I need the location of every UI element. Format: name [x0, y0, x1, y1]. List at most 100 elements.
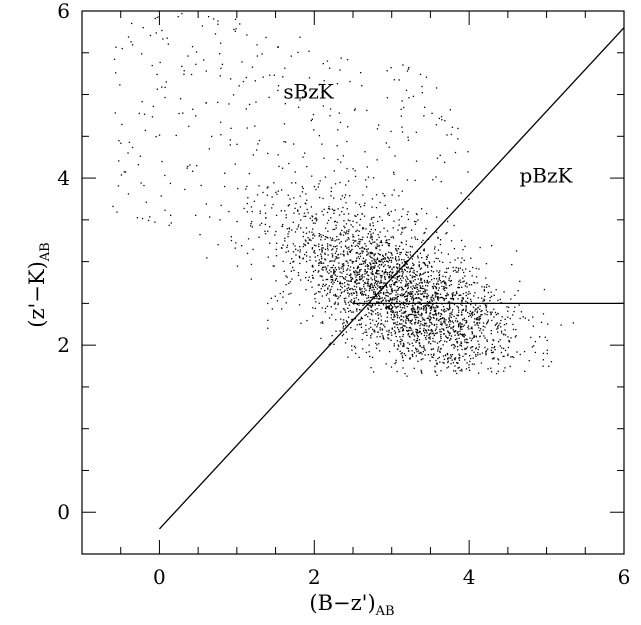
data-point	[336, 277, 338, 280]
data-point	[356, 244, 358, 246]
data-point	[365, 351, 368, 354]
data-point	[398, 256, 400, 258]
data-point	[387, 292, 389, 294]
data-point	[397, 305, 399, 307]
data-point	[373, 284, 375, 287]
data-point	[340, 292, 342, 294]
data-point	[391, 268, 393, 271]
data-point	[308, 77, 311, 79]
data-point	[390, 253, 393, 255]
data-point	[457, 298, 459, 300]
data-point	[514, 336, 516, 338]
data-point	[367, 233, 369, 235]
data-point	[396, 285, 398, 288]
data-point	[453, 315, 455, 318]
data-point	[366, 300, 368, 302]
data-point	[360, 72, 362, 74]
data-point	[376, 245, 378, 247]
data-point	[383, 338, 385, 340]
data-point	[339, 295, 342, 297]
data-point	[379, 249, 381, 251]
data-point	[401, 275, 403, 277]
data-point	[311, 118, 313, 120]
data-point	[357, 282, 359, 284]
data-point	[406, 299, 408, 301]
data-point	[393, 299, 396, 301]
data-point	[306, 255, 308, 257]
data-point	[434, 309, 436, 311]
data-point	[440, 318, 442, 320]
data-point	[239, 23, 241, 25]
data-point	[195, 63, 197, 65]
data-point	[378, 270, 380, 272]
data-point	[384, 264, 386, 266]
data-point	[508, 340, 510, 342]
data-point	[440, 331, 442, 333]
data-point	[475, 319, 478, 321]
data-point	[406, 375, 408, 377]
data-point	[346, 251, 349, 253]
data-point	[209, 216, 211, 218]
data-point	[378, 244, 380, 247]
data-point	[429, 316, 431, 318]
x-tick-label: 0	[153, 565, 166, 589]
data-point	[350, 299, 353, 301]
data-point	[318, 84, 320, 86]
data-point	[416, 348, 418, 350]
data-point	[376, 344, 378, 346]
data-point	[369, 263, 372, 265]
data-point	[381, 219, 383, 221]
data-point	[444, 340, 446, 342]
data-point	[385, 308, 387, 310]
data-point	[414, 335, 416, 337]
data-point	[460, 314, 463, 316]
data-point	[385, 292, 387, 294]
data-point	[406, 290, 408, 292]
data-point	[401, 326, 403, 328]
data-point	[264, 233, 267, 235]
data-point	[550, 361, 553, 363]
data-point	[417, 313, 419, 315]
data-point	[427, 295, 430, 297]
data-point	[205, 70, 207, 72]
data-point	[343, 255, 345, 257]
data-point	[462, 355, 464, 357]
data-point	[387, 299, 389, 302]
data-point	[405, 315, 407, 317]
data-point	[404, 325, 406, 327]
data-point	[420, 277, 422, 280]
data-point	[362, 227, 364, 229]
data-point	[396, 297, 398, 299]
data-point	[458, 280, 460, 283]
data-point	[383, 265, 385, 267]
data-point	[475, 347, 477, 349]
data-point	[313, 250, 316, 252]
data-point	[435, 359, 437, 362]
data-point	[387, 212, 390, 214]
data-point	[501, 316, 503, 318]
data-point	[320, 288, 322, 290]
data-point	[346, 59, 349, 61]
data-point	[503, 370, 505, 372]
data-point	[359, 277, 361, 279]
data-point	[344, 245, 347, 247]
data-point	[418, 261, 420, 263]
data-point	[426, 293, 428, 295]
data-point	[394, 297, 396, 299]
data-point	[277, 46, 279, 48]
data-point	[450, 335, 453, 337]
data-point	[463, 333, 465, 335]
data-point	[473, 295, 475, 297]
data-point	[411, 313, 413, 316]
data-point	[429, 333, 431, 335]
data-point	[388, 338, 390, 340]
data-point	[425, 329, 427, 331]
y-tick-label: 6	[57, 0, 70, 23]
data-point	[415, 160, 418, 162]
data-point	[403, 345, 405, 348]
data-point	[495, 314, 497, 316]
data-point	[439, 328, 441, 331]
data-point	[378, 124, 380, 126]
data-point	[359, 319, 361, 321]
data-point	[335, 227, 337, 229]
